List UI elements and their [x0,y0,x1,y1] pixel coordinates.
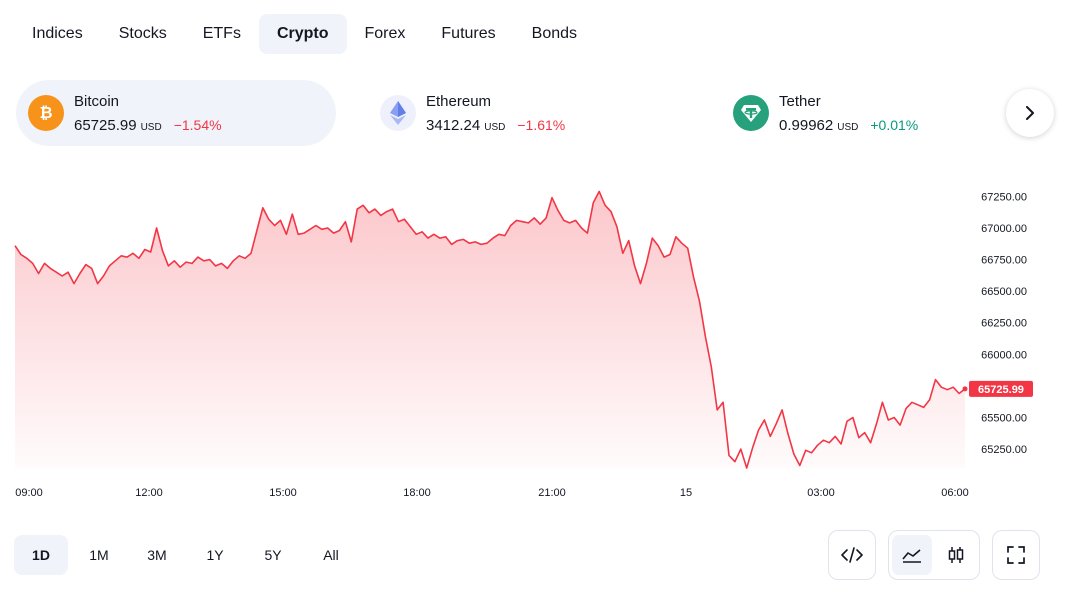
tab-stocks[interactable]: Stocks [118,25,167,42]
fullscreen-button[interactable] [996,535,1036,575]
chevron-right-icon [1026,106,1034,120]
y-tick-label: 67250.00 [981,191,1027,203]
x-tick-label: 15 [680,487,692,499]
y-tick-label: 66000.00 [981,349,1027,361]
asset-card-tether[interactable]: Tether 0.99962 USD +0.01% [721,80,991,146]
asset-card-bitcoin[interactable]: ₿ Bitcoin 65725.99 USD −1.54% [16,80,336,146]
asset-currency: USD [837,122,859,133]
y-tick-label: 67000.00 [981,223,1027,235]
candle-style-button[interactable] [936,535,976,575]
x-tick-label: 18:00 [403,487,431,499]
asset-name: Tether [779,93,821,110]
last-price-label: 65725.99 [978,384,1024,396]
asset-change: −1.54% [173,117,222,133]
market-category-tabs: Indices Stocks ETFs Crypto Forex Futures… [14,14,595,54]
x-tick-label: 12:00 [135,487,163,499]
next-assets-button[interactable] [1006,89,1054,137]
range-5y-button[interactable]: 5Y [264,547,282,563]
range-1m-button[interactable]: 1M [89,547,109,563]
ethereum-icon [380,95,416,131]
tether-icon [733,95,769,131]
asset-price: 3412.24 [426,117,481,134]
bitcoin-icon: ₿ [28,95,64,131]
price-line [14,190,966,469]
x-tick-label: 03:00 [807,487,835,499]
fullscreen-icon [1007,546,1025,564]
code-icon [841,547,863,563]
range-1d-button[interactable]: 1D [14,535,68,575]
last-price-dot [962,386,968,392]
asset-price: 0.99962 [779,117,834,134]
x-tick-label: 09:00 [15,487,43,499]
tab-bonds[interactable]: Bonds [531,25,578,42]
y-tick-label: 65500.00 [981,413,1027,425]
tab-etfs[interactable]: ETFs [202,25,241,42]
embed-button[interactable] [832,535,872,575]
y-tick-label: 65250.00 [981,444,1027,456]
asset-name: Ethereum [426,93,492,110]
time-range-selector: 1D 1M 3M 1Y 5Y All [14,535,362,575]
candlestick-icon [948,547,963,563]
x-tick-label: 06:00 [941,487,969,499]
asset-change: +0.01% [870,117,919,133]
svg-text:₿: ₿ [39,104,52,122]
asset-card-ethereum[interactable]: Ethereum 3412.24 USD −1.61% [368,80,668,146]
y-tick-label: 66500.00 [981,286,1027,298]
chart-style-toolbox [888,530,980,580]
area-chart-icon [902,549,922,563]
y-tick-label: 66250.00 [981,318,1027,330]
range-1y-button[interactable]: 1Y [206,547,224,563]
tab-futures[interactable]: Futures [441,25,496,42]
price-area-fill [15,191,965,468]
asset-currency: USD [140,122,162,133]
y-tick-label: 66750.00 [981,255,1027,267]
fullscreen-toolbox [992,530,1040,580]
tab-crypto[interactable]: Crypto [258,14,347,54]
x-tick-label: 15:00 [269,487,297,499]
last-price-marker [969,380,1033,397]
asset-currency: USD [484,122,506,133]
range-all-button[interactable]: All [323,547,339,563]
asset-price: 65725.99 [74,117,137,134]
range-3m-button[interactable]: 3M [147,547,167,563]
tab-forex[interactable]: Forex [364,25,406,42]
price-chart[interactable]: 67250.00 67000.00 66750.00 66500.00 66250.00… [0,160,1068,510]
asset-change: −1.61% [517,117,566,133]
area-style-button[interactable] [892,535,933,575]
embed-toolbox [828,530,876,580]
x-tick-label: 21:00 [538,487,566,499]
asset-name: Bitcoin [74,93,120,110]
tab-indices[interactable]: Indices [32,25,83,42]
